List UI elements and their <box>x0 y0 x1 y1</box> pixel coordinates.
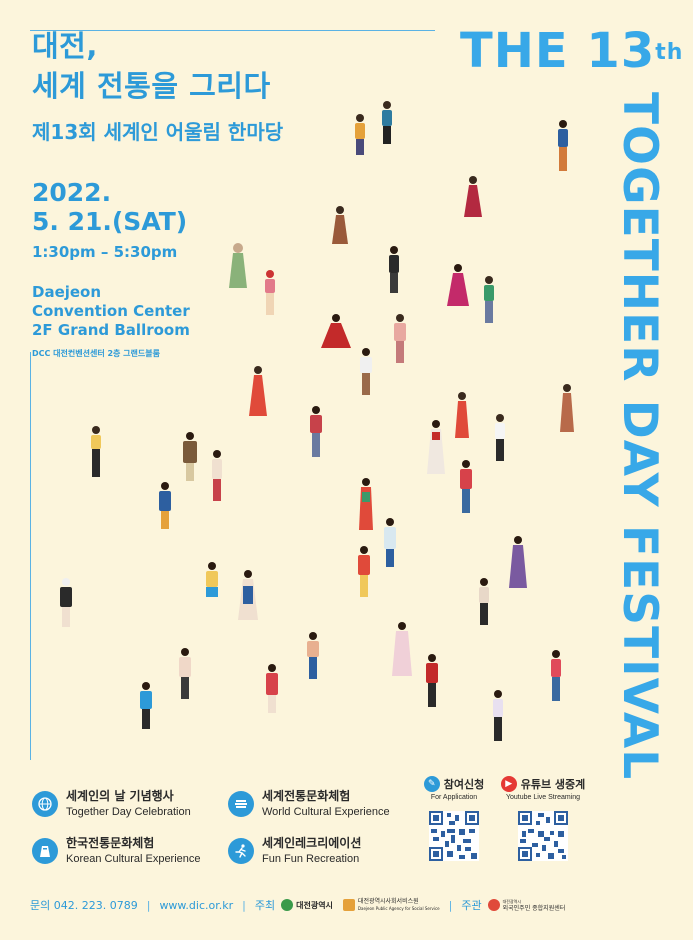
page-subtitle: 제13회 세계인 어울림 한마당 <box>32 120 284 144</box>
footer-separator: | <box>448 898 453 912</box>
social-service-emblem-icon <box>342 899 355 911</box>
footer-contact: 문의 042. 223. 0789 <box>30 899 138 912</box>
globe-icon <box>32 791 58 817</box>
youtube-qr-code[interactable] <box>518 811 568 861</box>
page-title: 대전, 세계 전통을 그리다 <box>32 26 271 106</box>
event-venue: Daejeon Convention Center 2F Grand Ballr… <box>32 283 190 340</box>
activity-label-en: World Cultural Experience <box>262 806 390 818</box>
activity-recreation: 세계인레크리에이션 Fun Fun Recreation <box>228 835 361 867</box>
festival-edition-number: THE 13 <box>460 23 656 79</box>
registration-label-ko: 참여신청 <box>443 778 485 791</box>
hanbok-icon <box>32 838 58 864</box>
running-icon <box>228 838 254 864</box>
venue-line-2: Convention Center <box>32 302 190 320</box>
event-time: 1:30pm – 5:30pm <box>32 243 178 261</box>
venue-korean: DCC 대전컨벤션센터 2층 그랜드볼룸 <box>32 349 160 358</box>
event-year: 2022. <box>32 178 112 207</box>
application-qr-code[interactable] <box>429 811 479 861</box>
activity-label-ko: 세계인의 날 기념행사 <box>66 789 174 803</box>
foreign-resident-center-logo: 대전광역시 외국인주민 종합지원센터 <box>487 898 566 912</box>
host1-name: 대전광역시 <box>296 900 333 910</box>
activity-label-ko: 세계인레크리에이션 <box>262 836 362 850</box>
registration-label-en: For Application <box>430 794 478 801</box>
title-line-2: 세계 전통을 그리다 <box>32 69 271 103</box>
host2-name-ko: 대전광역시사회서비스원 <box>357 898 419 905</box>
activity-label-en: Together Day Celebration <box>66 806 191 818</box>
activity-label-en: Fun Fun Recreation <box>262 853 360 865</box>
organizer-name: 외국인주민 종합지원센터 <box>502 905 566 912</box>
top-divider <box>30 30 435 31</box>
activity-label-ko: 한국전통문화체험 <box>66 836 155 850</box>
festival-edition-suffix: th <box>655 40 684 65</box>
footer-website-link[interactable]: www.dic.or.kr <box>159 898 234 912</box>
registration-label-ko: 유튜브 생중계 <box>520 778 586 791</box>
center-emblem-icon <box>487 899 500 911</box>
footer-organizer-label: 주관 <box>461 899 482 912</box>
left-divider <box>30 352 31 760</box>
registration-application[interactable]: ✎ 참여신청 For Application <box>420 776 488 861</box>
venue-line-3: 2F Grand Ballroom <box>32 321 190 339</box>
host2-name-en: Daejeon Public Agency for Social Service <box>357 906 440 911</box>
activity-world-culture: 세계전통문화체험 World Cultural Experience <box>228 788 390 820</box>
activity-label-ko: 세계전통문화체험 <box>262 789 351 803</box>
activity-label-en: Korean Cultural Experience <box>66 853 201 865</box>
person-figure <box>60 101 574 741</box>
youtube-icon: ▶ <box>500 776 517 792</box>
registration-youtube[interactable]: ▶ 유튜브 생중계 Youtube Live Streaming <box>500 776 586 861</box>
footer-separator: | <box>146 898 151 912</box>
title-line-1: 대전, <box>32 29 98 63</box>
activity-korean-culture: 한국전통문화체험 Korean Cultural Experience <box>32 835 201 867</box>
daejeon-city-logo: 대전광역시 <box>281 899 333 911</box>
daejeon-city-emblem-icon <box>281 899 294 911</box>
footer-separator: | <box>242 898 246 912</box>
activity-together-day: 세계인의 날 기념행사 Together Day Celebration <box>32 788 191 820</box>
footer: 문의 042. 223. 0789 | www.dic.or.kr | 주최 대… <box>30 897 565 913</box>
venue-line-1: Daejeon <box>32 283 102 301</box>
application-icon: ✎ <box>423 776 440 792</box>
footer-host-label: 주최 <box>254 899 276 912</box>
festival-edition: THE 13th <box>460 24 683 78</box>
registration-label-en: Youtube Live Streaming <box>505 794 581 801</box>
social-service-logo: 대전광역시사회서비스원 Daejeon Public Agency for So… <box>342 898 440 912</box>
event-date: 5. 21.(SAT) <box>32 207 188 236</box>
books-icon <box>228 791 254 817</box>
organizer-city: 대전광역시 <box>502 899 522 904</box>
